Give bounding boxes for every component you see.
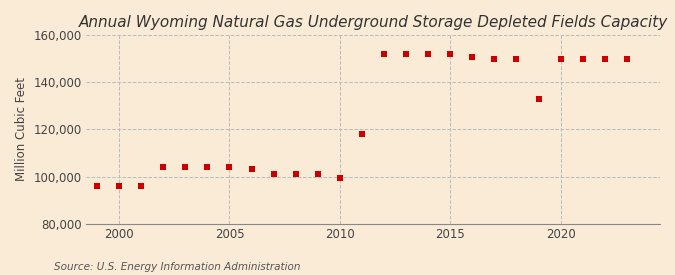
Point bbox=[577, 57, 588, 61]
Point bbox=[423, 52, 433, 56]
Point bbox=[401, 52, 412, 56]
Point bbox=[313, 172, 323, 176]
Point bbox=[511, 57, 522, 61]
Point bbox=[356, 132, 367, 136]
Point bbox=[92, 184, 103, 188]
Point bbox=[180, 165, 191, 169]
Point bbox=[379, 52, 389, 56]
Point bbox=[556, 57, 566, 61]
Point bbox=[202, 165, 213, 169]
Point bbox=[136, 184, 146, 188]
Point bbox=[268, 172, 279, 176]
Point bbox=[489, 57, 500, 61]
Point bbox=[622, 57, 632, 61]
Point bbox=[533, 97, 544, 101]
Point bbox=[246, 167, 257, 172]
Point bbox=[467, 54, 478, 59]
Text: Source: U.S. Energy Information Administration: Source: U.S. Energy Information Administ… bbox=[54, 262, 300, 272]
Point bbox=[113, 184, 124, 188]
Point bbox=[335, 175, 346, 180]
Y-axis label: Million Cubic Feet: Million Cubic Feet bbox=[15, 78, 28, 182]
Point bbox=[224, 165, 235, 169]
Point bbox=[158, 165, 169, 169]
Title: Annual Wyoming Natural Gas Underground Storage Depleted Fields Capacity: Annual Wyoming Natural Gas Underground S… bbox=[78, 15, 668, 30]
Point bbox=[290, 172, 301, 176]
Point bbox=[445, 52, 456, 56]
Point bbox=[599, 57, 610, 61]
